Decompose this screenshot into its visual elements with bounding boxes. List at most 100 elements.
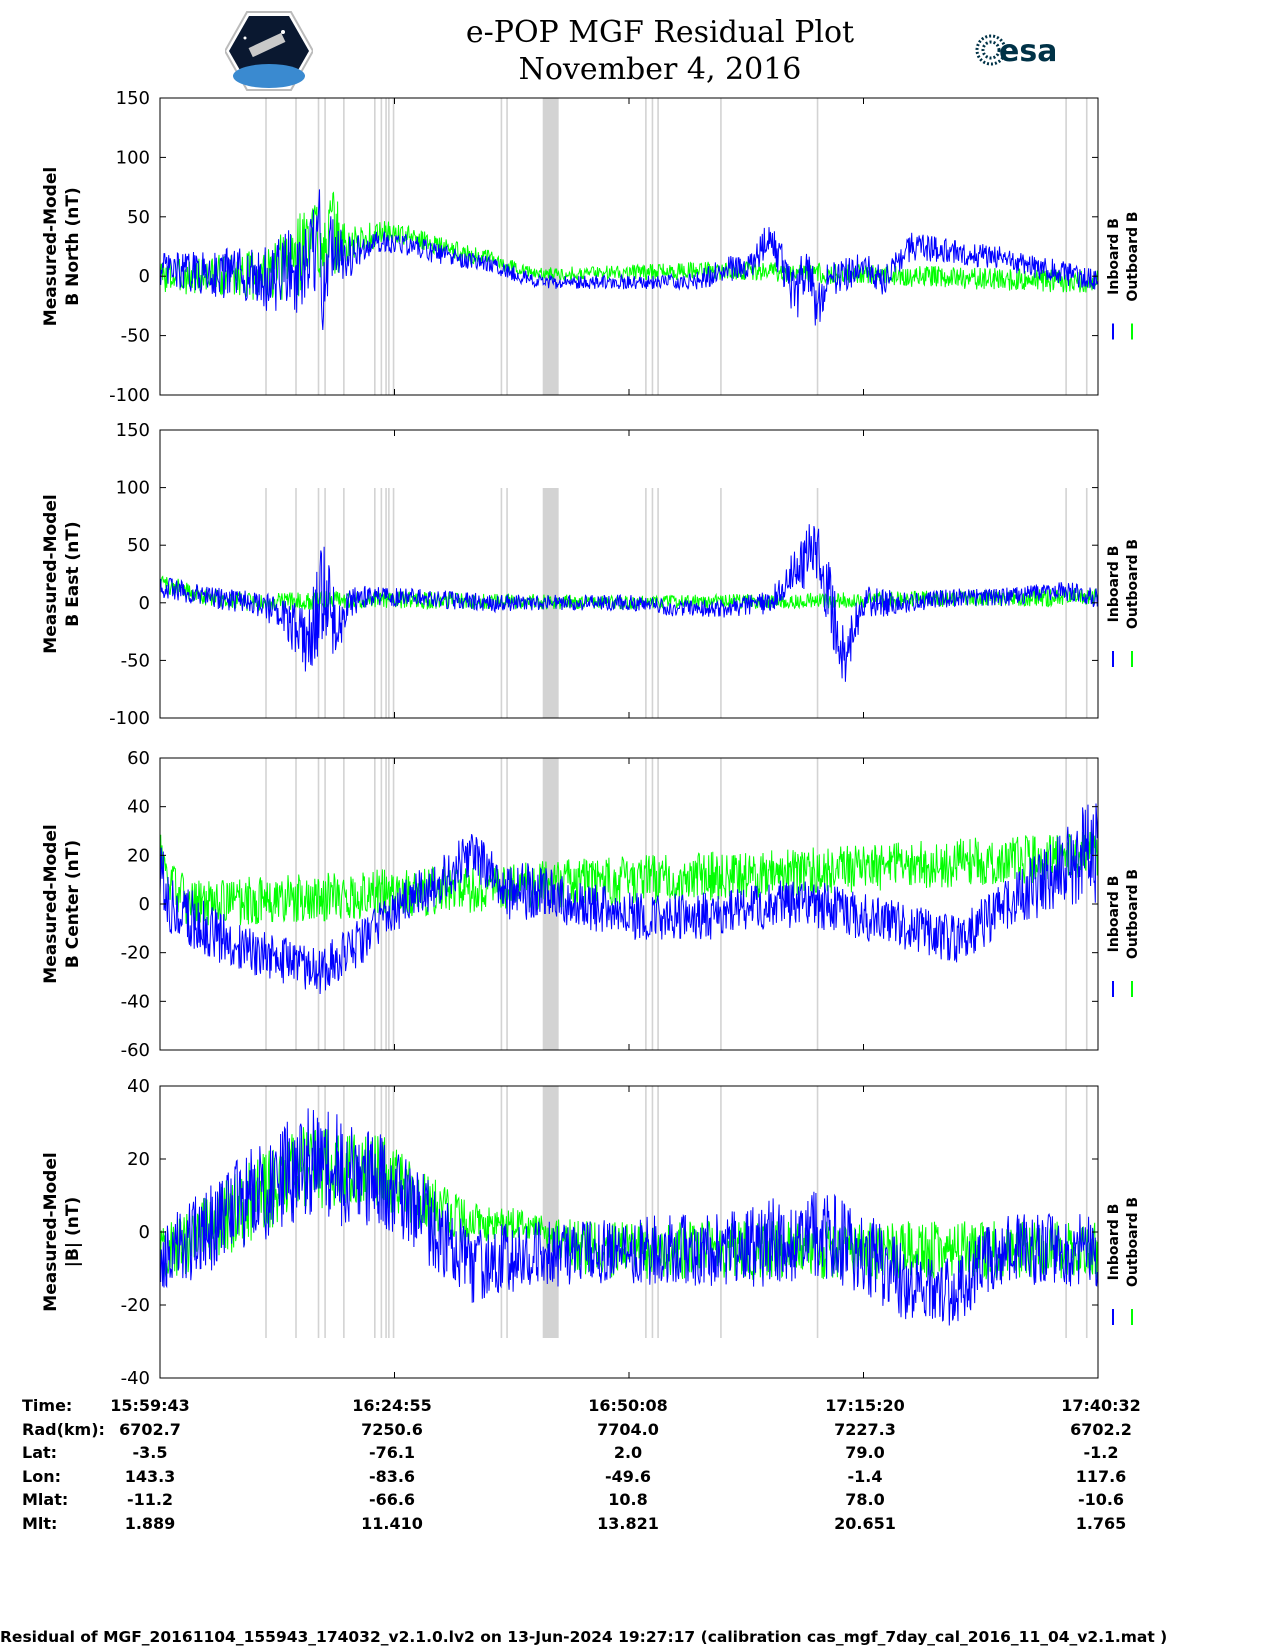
svg-text:esa: esa — [999, 34, 1055, 69]
info-value: 17:40:32 — [1061, 1396, 1141, 1415]
info-value: 20.651 — [834, 1513, 896, 1533]
y-axis-label-line: B North (nT) — [63, 187, 83, 306]
info-value: 1.889 — [124, 1513, 176, 1533]
info-value: 1.765 — [1075, 1513, 1127, 1533]
info-row: Lon: 143.3 -83.6 -49.6 -1.4 117.6 — [22, 1467, 1262, 1491]
series-inboard-b — [159, 1108, 1099, 1326]
info-value: -1.4 — [847, 1466, 883, 1486]
legend-label-inboard: Inboard B — [1106, 876, 1122, 953]
info-row: Time: 15:59:43 16:24:55 16:50:08 17:15:20 17:… — [22, 1396, 1262, 1420]
chart-subtitle: November 4, 2016 — [518, 52, 802, 87]
legend-label-outboard: Outboard B — [1125, 211, 1141, 301]
y-tick-label: 150 — [116, 88, 150, 109]
legend: Inboard B Outboard B — [1106, 869, 1141, 997]
legend-label-outboard: Outboard B — [1125, 1197, 1141, 1287]
info-value: 10.8 — [608, 1490, 648, 1509]
info-value: -76.1 — [368, 1443, 416, 1462]
y-tick-label: -60 — [121, 1040, 150, 1061]
info-value: 2.0 — [613, 1443, 643, 1462]
info-value: 7704.0 — [597, 1419, 659, 1439]
y-tick-label: 0 — [139, 593, 150, 614]
info-value: 16:24:55 — [352, 1396, 432, 1415]
info-value: 13.821 — [597, 1513, 659, 1533]
y-axis-label-line: |B| (nT) — [63, 1197, 83, 1268]
y-tick-label: -50 — [121, 326, 150, 347]
info-value: -3.5 — [132, 1443, 168, 1462]
y-tick-label: -40 — [121, 991, 150, 1012]
legend: Inboard B Outboard B — [1106, 539, 1141, 667]
info-label: Mlat: — [22, 1490, 69, 1509]
series-inboard-b — [159, 524, 1099, 682]
gap-band — [542, 98, 559, 395]
y-tick-label: 40 — [127, 797, 150, 818]
gap-band — [542, 1086, 559, 1338]
legend-label-outboard: Outboard B — [1125, 539, 1141, 629]
info-label: Mlt: — [22, 1513, 58, 1533]
y-tick-label: 150 — [116, 420, 150, 441]
info-value: -11.2 — [126, 1490, 174, 1509]
y-tick-label: 50 — [127, 207, 150, 228]
y-axis-label-line: Measured-Model — [41, 494, 61, 653]
y-tick-label: 100 — [116, 147, 150, 168]
panel-4: 40 20 0 -20 -40 Measured-Model |B| (nT) Inboard… — [41, 1076, 1141, 1389]
panel-2: 150 100 50 0 -50 -100 Measured-Model B East (nT… — [41, 420, 1141, 729]
y-tick-label: -20 — [121, 943, 150, 964]
info-value: 15:59:43 — [110, 1396, 190, 1415]
y-axis-label: Measured-Model B East (nT) — [41, 494, 83, 653]
y-tick-label: -100 — [109, 385, 150, 406]
legend-label-inboard: Inboard B — [1106, 1204, 1122, 1281]
info-label: Time: — [22, 1396, 73, 1415]
panel-3: 60 40 20 0 -20 -40 -60 Measured-Model B Center (… — [41, 748, 1141, 1061]
y-tick-label: 0 — [139, 266, 150, 287]
y-axis-label-line: Measured-Model — [41, 1152, 61, 1311]
y-axis-label-line: Measured-Model — [41, 167, 61, 326]
info-value: 6702.2 — [1070, 1419, 1132, 1439]
info-value: -49.6 — [604, 1466, 652, 1486]
info-row: Mlat: -11.2 -66.6 10.8 78.0 -10.6 — [22, 1490, 1262, 1514]
y-axis-label-line: Measured-Model — [41, 824, 61, 983]
info-value: 6702.7 — [119, 1419, 181, 1439]
legend-label-inboard: Inboard B — [1106, 218, 1122, 295]
esa-logo: esa — [975, 30, 1057, 74]
info-label: Rad(km): — [22, 1419, 105, 1439]
series-outboard-b — [159, 831, 1099, 927]
y-axis-label-line: B East (nT) — [63, 521, 83, 626]
y-tick-label: 50 — [127, 535, 150, 556]
info-row: Lat: -3.5 -76.1 2.0 79.0 -1.2 — [22, 1443, 1262, 1467]
info-label: Lon: — [22, 1466, 61, 1486]
legend-label-inboard: Inboard B — [1106, 546, 1122, 623]
y-axis-label-line: B Center (nT) — [63, 840, 83, 968]
y-tick-label: -100 — [109, 708, 150, 729]
y-tick-label: 0 — [139, 894, 150, 915]
panel-1: 150 100 50 0 -50 -100 Measured-Model B North (n… — [41, 88, 1141, 406]
legend: Inboard B Outboard B — [1106, 1197, 1141, 1325]
info-value: -66.6 — [368, 1490, 416, 1509]
info-value: 17:15:20 — [825, 1396, 905, 1415]
footer-caption: Residual of MGF_20161104_155943_174032_v… — [0, 1628, 1168, 1646]
info-value: 78.0 — [845, 1490, 885, 1509]
series-inboard-b — [159, 189, 1099, 331]
info-label: Lat: — [22, 1443, 58, 1462]
y-tick-label: 100 — [116, 478, 150, 499]
y-axis-label: Measured-Model B North (nT) — [41, 167, 83, 326]
y-tick-label: 40 — [127, 1076, 150, 1097]
info-value: 7250.6 — [361, 1419, 423, 1439]
info-value: -10.6 — [1077, 1490, 1125, 1509]
info-value: -83.6 — [368, 1466, 416, 1486]
y-tick-label: -50 — [121, 650, 150, 671]
y-tick-label: 20 — [127, 845, 150, 866]
y-tick-label: 20 — [127, 1149, 150, 1170]
plot-frame — [159, 429, 1099, 719]
y-tick-label: 60 — [127, 748, 150, 769]
info-value: 16:50:08 — [588, 1396, 668, 1415]
y-axis-label: Measured-Model |B| (nT) — [41, 1152, 83, 1311]
y-tick-label: 0 — [139, 1222, 150, 1243]
legend: Inboard B Outboard B — [1106, 211, 1141, 340]
y-tick-label: -20 — [121, 1295, 150, 1316]
info-value: 11.410 — [361, 1513, 423, 1533]
chart-title: e-POP MGF Residual Plot — [465, 15, 855, 50]
info-value: 7227.3 — [834, 1419, 896, 1439]
y-tick-label: -40 — [121, 1368, 150, 1389]
info-value: 143.3 — [124, 1466, 176, 1486]
info-value: 117.6 — [1075, 1466, 1127, 1486]
